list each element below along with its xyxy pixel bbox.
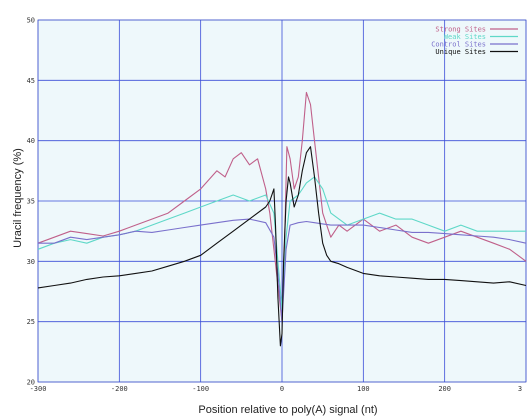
x-tick-label: -100 — [192, 385, 209, 393]
tick-labels: -300 -200 -100 0 100 200 3 20 25 30 35 40 45 50 — [27, 17, 523, 394]
y-tick-label: 40 — [27, 137, 35, 145]
y-tick-label: 30 — [27, 258, 35, 266]
y-tick-label: 50 — [27, 17, 35, 25]
x-tick-label: 3 — [518, 385, 522, 393]
legend-label-weak-sites: Weak Sites — [444, 33, 486, 41]
x-tick-label: 200 — [438, 385, 451, 393]
series-line-unique-sites — [37, 146, 527, 347]
x-axis-label: Position relative to poly(A) signal (nt) — [198, 404, 377, 416]
y-axis-label: Uracil frequency (%) — [12, 148, 24, 248]
series-lines — [37, 91, 527, 347]
y-tick-label: 45 — [27, 77, 35, 85]
y-tick-label: 25 — [27, 318, 35, 326]
legend-label-unique-sites: Unique Sites — [435, 48, 486, 56]
x-tick-label: -300 — [30, 385, 47, 393]
y-tick-label: 35 — [27, 198, 35, 206]
legend-label-strong-sites: Strong Sites — [435, 26, 486, 34]
series-line-control-sites — [38, 218, 527, 323]
x-tick-label: -200 — [111, 385, 128, 393]
y-tick-label: 20 — [27, 379, 35, 387]
x-tick-label: 0 — [280, 385, 284, 393]
series-line-strong-sites — [37, 91, 527, 323]
legend-label-control-sites: Control Sites — [431, 41, 486, 49]
x-tick-label: 100 — [357, 385, 370, 393]
